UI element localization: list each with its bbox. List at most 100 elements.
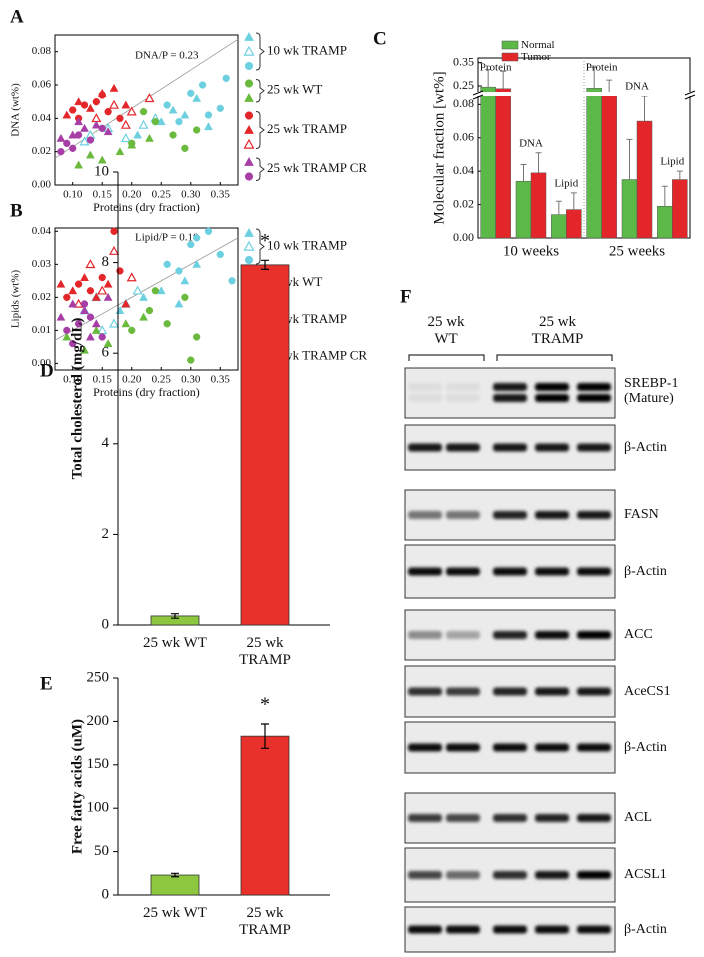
error-bar — [261, 259, 269, 270]
error-bar — [261, 723, 269, 749]
blot-band — [408, 687, 442, 696]
data-point — [91, 120, 101, 129]
x-tick-label: 0.30 — [181, 374, 201, 386]
y-tick-label: 0.00 — [453, 230, 474, 244]
error-bar — [626, 138, 633, 180]
axis-break — [473, 92, 695, 96]
data-point — [126, 106, 137, 116]
x-tick-label: 0.35 — [211, 189, 231, 201]
x-tick-label: 0.10 — [63, 189, 83, 201]
data-point — [97, 285, 108, 295]
error-bar — [591, 66, 598, 89]
data-point — [91, 325, 101, 334]
data-point — [56, 312, 66, 321]
blot-band — [446, 743, 480, 752]
error-bar — [171, 872, 179, 878]
data-point — [139, 312, 148, 321]
significance-mark: * — [260, 694, 270, 716]
blot-band — [577, 814, 611, 822]
y-tick-label: 0 — [102, 886, 110, 902]
legend-marker — [244, 124, 254, 134]
blot-label: ACC — [624, 627, 653, 642]
data-point — [109, 245, 120, 255]
data-point — [73, 298, 84, 308]
blot-band — [535, 743, 569, 752]
x-tick-label: 25 wk WT — [143, 905, 207, 921]
y-axis-label: Lipids (wt%) — [10, 269, 22, 328]
y-tick-label: 0.08 — [453, 96, 474, 110]
data-point — [86, 313, 95, 321]
blot-band — [577, 871, 611, 879]
data-point — [103, 279, 113, 288]
blot-band — [493, 743, 527, 752]
blot-band — [446, 443, 480, 452]
blot-header: 25 wk WT — [427, 314, 465, 347]
legend-swatch — [501, 52, 519, 62]
data-point — [74, 97, 84, 106]
panel-letter: C — [373, 28, 387, 49]
lane-bracket — [408, 354, 613, 361]
data-point — [69, 339, 77, 348]
axis-break-mark — [472, 90, 484, 100]
data-point — [132, 285, 143, 295]
panel-letter: B — [10, 200, 23, 221]
data-point — [56, 133, 66, 142]
blot-header: 25 wk TRAMP — [531, 314, 584, 347]
bar-label: DNA — [625, 81, 649, 93]
y-tick-label: 0.04 — [32, 225, 52, 237]
blot-band — [408, 814, 442, 822]
data-point — [85, 332, 95, 341]
legend-label: 25 wk TRAMP CR — [267, 348, 367, 363]
x-tick-label: 0.30 — [181, 189, 201, 201]
data-point — [68, 130, 78, 139]
bar — [636, 120, 653, 239]
data-point — [151, 118, 160, 126]
legend-marker — [244, 92, 254, 102]
blot-band — [535, 383, 569, 391]
data-point — [133, 130, 143, 139]
data-point — [139, 108, 148, 116]
blot-label: β-Actin — [624, 439, 667, 455]
legend-label: 25 wk TRAMP CR — [267, 160, 367, 175]
y-tick-label: 2 — [102, 526, 110, 542]
blot-band — [577, 925, 611, 934]
error-bar — [676, 170, 683, 180]
y-tick-label: 0.06 — [32, 79, 52, 91]
blot-band — [408, 871, 442, 879]
data-point — [103, 127, 113, 136]
data-point — [97, 155, 107, 164]
bar — [621, 179, 638, 239]
error-bar — [535, 152, 542, 173]
legend-bracket — [255, 111, 265, 149]
data-point — [91, 113, 102, 123]
legend-bracket — [255, 79, 265, 103]
y-tick-label: 0.08 — [32, 45, 52, 57]
bar — [515, 180, 532, 239]
data-point — [62, 332, 72, 341]
data-point — [216, 250, 224, 259]
y-tick-label: 0.03 — [32, 258, 52, 270]
legend-label: Normal — [521, 39, 555, 51]
blot-band — [493, 443, 527, 452]
data-point — [109, 318, 120, 328]
legend-marker — [243, 45, 255, 56]
y-tick-label: 10 — [94, 163, 109, 179]
legend-label: 10 wk TRAMP — [267, 237, 347, 252]
data-point — [63, 326, 71, 335]
blot-label: β-Actin — [624, 563, 667, 579]
blot-band — [446, 871, 480, 879]
blot-label: β-Actin — [624, 739, 667, 755]
bar-label: Lipid — [554, 177, 578, 189]
blot-band — [446, 511, 480, 519]
data-point — [74, 160, 84, 169]
blot-band — [493, 687, 527, 696]
data-point — [98, 333, 106, 341]
bar — [566, 209, 582, 239]
data-point — [92, 98, 100, 106]
data-point — [180, 110, 190, 119]
blot-band — [577, 687, 611, 696]
data-point — [187, 240, 195, 249]
legend-bracket — [255, 32, 265, 71]
